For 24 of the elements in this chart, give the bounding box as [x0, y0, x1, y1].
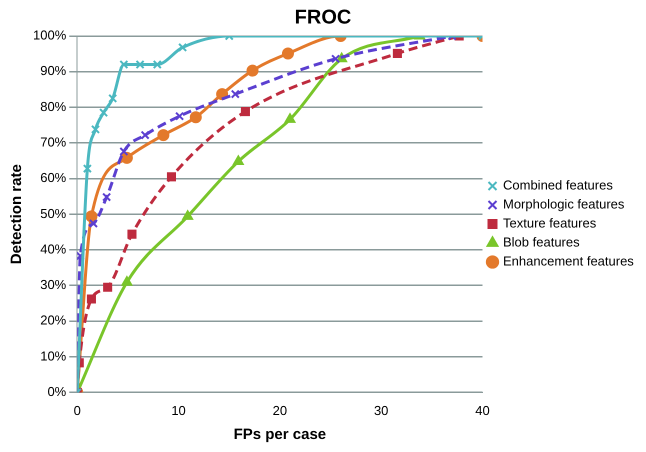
x-tick-label: 20 — [272, 402, 288, 418]
legend-label: Texture features — [503, 216, 597, 231]
y-tick-label: 40% — [40, 241, 67, 256]
y-tick-label: 0% — [47, 384, 67, 399]
y-tick-label: 90% — [40, 63, 67, 78]
x-tick-label: 0 — [74, 402, 81, 418]
y-tick-label: 100% — [33, 28, 67, 43]
legend-label: Blob features — [503, 234, 580, 250]
legend-label: Morphologic features — [503, 196, 625, 212]
legend-label: Enhancement features — [503, 254, 634, 269]
chart-title: FROC — [294, 6, 352, 29]
x-tick-label: 40 — [475, 402, 490, 418]
x-tick-label: 10 — [171, 402, 186, 418]
y-tick-label: 20% — [40, 312, 67, 328]
y-axis-title: Detection rate — [8, 164, 26, 264]
y-tick-label: 10% — [40, 348, 67, 364]
legend-label: Combined features — [503, 178, 614, 193]
x-axis-title: FPs per case — [234, 426, 326, 444]
y-tick-label: 60% — [40, 170, 67, 186]
y-tick-label: 80% — [40, 98, 67, 114]
y-tick-label: 50% — [40, 206, 67, 221]
x-tick-label: 30 — [374, 402, 388, 418]
y-tick-label: 70% — [40, 134, 67, 150]
y-tick-label: 30% — [40, 277, 67, 292]
